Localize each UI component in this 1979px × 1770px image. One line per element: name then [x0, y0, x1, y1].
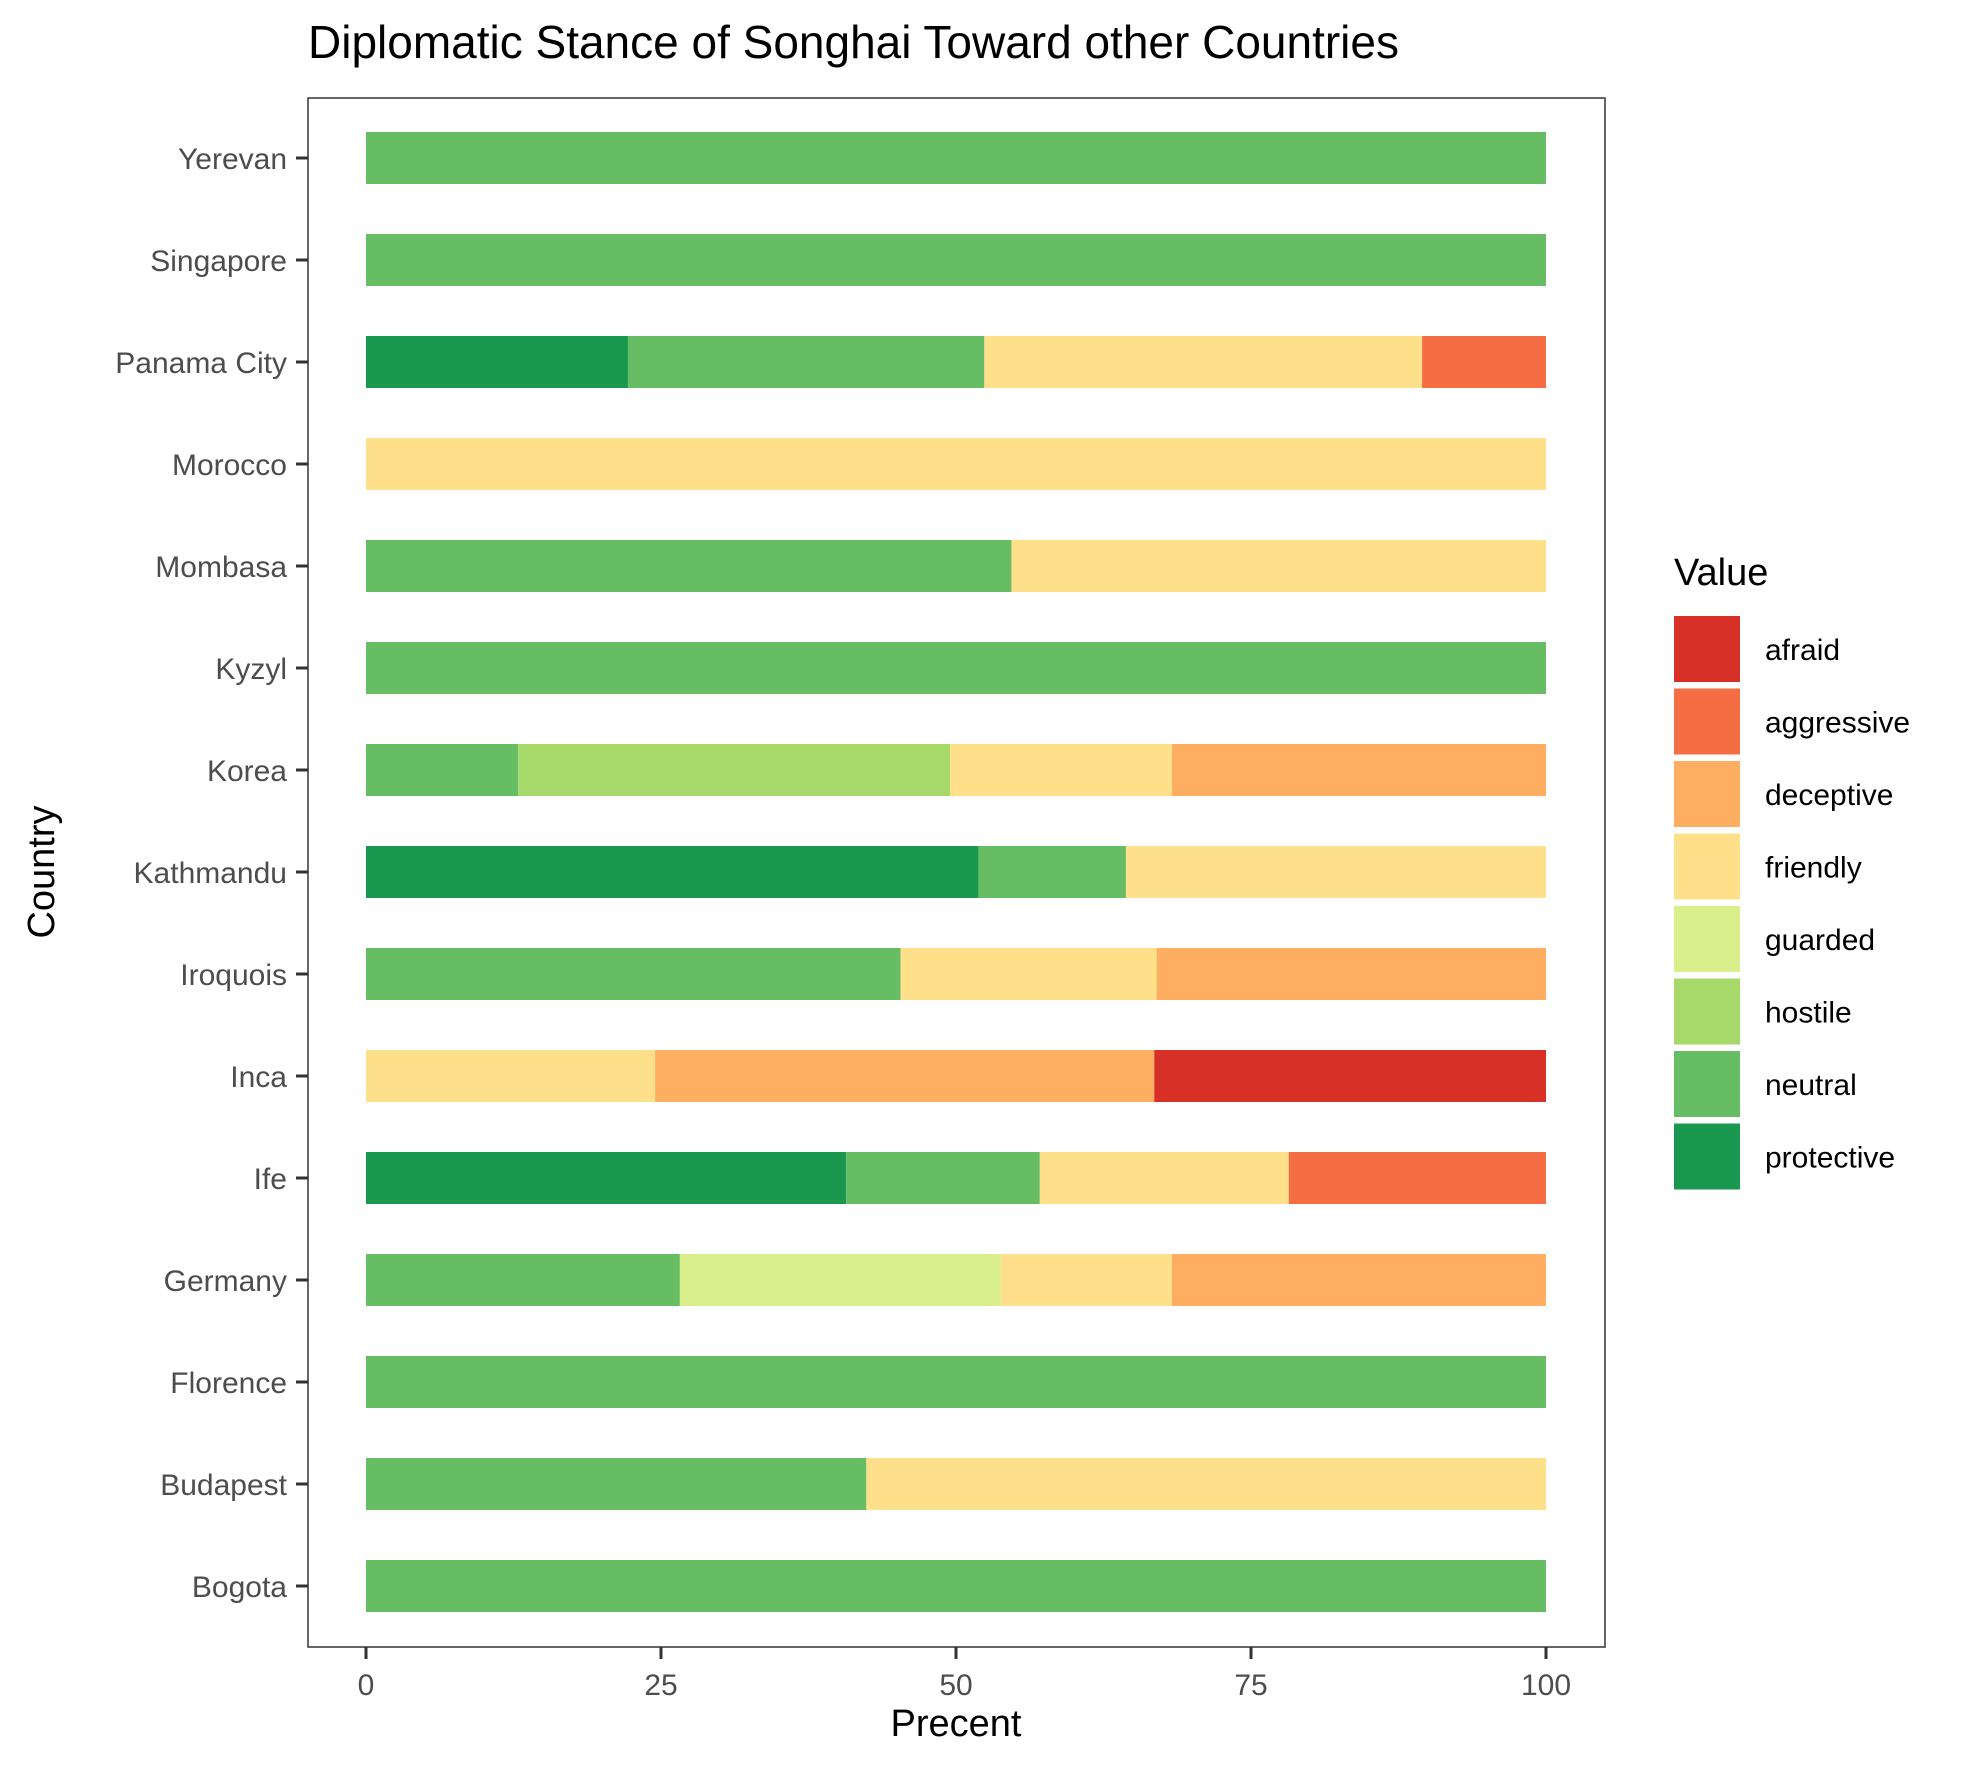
- y-tick-label-florence: Florence: [170, 1367, 287, 1400]
- x-axis: 0 25 50 75 100: [358, 1647, 1571, 1702]
- y-tick-label-morocco: Morocco: [172, 449, 287, 482]
- bar-kathmandu-protective: [366, 846, 979, 898]
- legend-label-neutral: neutral: [1765, 1069, 1857, 1102]
- y-tick-label-singapore: Singapore: [150, 245, 287, 278]
- bar-iroquois-neutral: [366, 948, 901, 1000]
- x-tick-label-100: 100: [1521, 1669, 1571, 1702]
- bar-singapore-neutral: [366, 234, 1546, 286]
- y-tick-label-panama-city: Panama City: [115, 347, 287, 380]
- bar-bogota-neutral: [366, 1560, 1546, 1612]
- bar-ife-aggressive: [1288, 1152, 1546, 1204]
- y-tick-label-kathmandu: Kathmandu: [134, 857, 287, 890]
- x-tick-label-25: 25: [644, 1669, 677, 1702]
- bar-korea-deceptive: [1171, 744, 1546, 796]
- y-tick-label-ife: Ife: [254, 1163, 287, 1196]
- bar-florence-neutral: [366, 1356, 1546, 1408]
- y-tick-label-mombasa: Mombasa: [155, 551, 287, 584]
- bar-panama-city-friendly: [984, 336, 1423, 388]
- legend-label-guarded: guarded: [1765, 924, 1875, 957]
- y-axis: Yerevan Singapore Panama City Morocco Mombas…: [115, 143, 308, 1604]
- legend-key-neutral: [1674, 1051, 1740, 1117]
- legend-label-afraid: afraid: [1765, 634, 1840, 667]
- bar-morocco-friendly: [366, 438, 1546, 490]
- bar-ife-friendly: [1039, 1152, 1289, 1204]
- bar-panama-city-aggressive: [1422, 336, 1546, 388]
- legend-key-friendly: [1674, 833, 1740, 900]
- bar-ife-neutral: [846, 1152, 1040, 1204]
- legend-label-hostile: hostile: [1765, 997, 1852, 1030]
- x-tick-label-50: 50: [939, 1669, 972, 1702]
- bar-panama-city-protective: [366, 336, 628, 388]
- bar-inca-deceptive: [655, 1050, 1155, 1102]
- y-tick-label-germany: Germany: [164, 1265, 287, 1298]
- bar-germany-neutral: [366, 1254, 680, 1306]
- legend-key-deceptive: [1674, 761, 1740, 827]
- legend-title: Value: [1674, 552, 1768, 594]
- bar-mombasa-friendly: [1011, 540, 1546, 592]
- legend-key-afraid: [1674, 616, 1740, 682]
- bar-inca-afraid: [1154, 1050, 1546, 1102]
- x-tick-label-75: 75: [1234, 1669, 1267, 1702]
- y-tick-label-bogota: Bogota: [192, 1571, 287, 1604]
- y-tick-label-budapest: Budapest: [160, 1469, 287, 1502]
- legend-key-hostile: [1674, 978, 1740, 1045]
- legend: Value afraid aggressive deceptive friendly g…: [1674, 552, 1910, 1190]
- bar-inca-friendly: [366, 1050, 656, 1102]
- x-tick-label-0: 0: [358, 1669, 375, 1702]
- y-axis-title: Country: [21, 805, 63, 938]
- y-tick-label-korea: Korea: [207, 755, 287, 788]
- bar-budapest-friendly: [866, 1458, 1546, 1510]
- y-tick-label-yerevan: Yerevan: [178, 143, 287, 176]
- bar-germany-guarded: [679, 1254, 1001, 1306]
- chart-title: Diplomatic Stance of Songhai Toward othe…: [308, 16, 1399, 68]
- bar-korea-hostile: [518, 744, 951, 796]
- y-tick-label-kyzyl: Kyzyl: [215, 653, 287, 686]
- legend-key-protective: [1674, 1123, 1740, 1190]
- legend-label-protective: protective: [1765, 1142, 1895, 1175]
- legend-key-aggressive: [1674, 688, 1740, 755]
- bar-mombasa-neutral: [366, 540, 1012, 592]
- legend-label-deceptive: deceptive: [1765, 779, 1893, 812]
- bar-korea-neutral: [366, 744, 519, 796]
- legend-label-friendly: friendly: [1765, 852, 1862, 885]
- bar-ife-protective: [366, 1152, 847, 1204]
- bar-kathmandu-neutral: [978, 846, 1126, 898]
- bar-iroquois-deceptive: [1156, 948, 1546, 1000]
- y-tick-label-inca: Inca: [230, 1061, 287, 1094]
- bar-germany-friendly: [1000, 1254, 1172, 1306]
- y-tick-label-iroquois: Iroquois: [180, 959, 287, 992]
- bar-germany-deceptive: [1171, 1254, 1546, 1306]
- bar-kyzyl-neutral: [366, 642, 1546, 694]
- legend-key-guarded: [1674, 906, 1740, 972]
- bar-iroquois-friendly: [900, 948, 1157, 1000]
- bar-panama-city-neutral: [627, 336, 985, 388]
- bar-kathmandu-friendly: [1125, 846, 1546, 898]
- bar-yerevan-neutral: [366, 132, 1546, 184]
- bar-korea-friendly: [950, 744, 1172, 796]
- bar-budapest-neutral: [366, 1458, 867, 1510]
- bars-layer: [366, 132, 1546, 1612]
- legend-label-aggressive: aggressive: [1765, 707, 1910, 740]
- x-axis-title: Precent: [891, 1703, 1022, 1745]
